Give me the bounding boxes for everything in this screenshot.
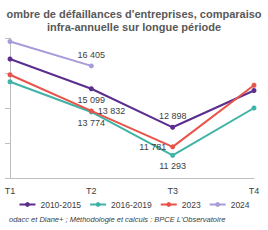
svg-text:T4: T4: [249, 186, 260, 196]
svg-text:16 405: 16 405: [78, 50, 106, 60]
svg-text:infra-annuelle sur longue péri: infra-annuelle sur longue période: [47, 21, 221, 33]
svg-text:T3: T3: [167, 186, 178, 196]
svg-text:2010-2015: 2010-2015: [40, 200, 81, 210]
svg-text:11 293: 11 293: [159, 161, 186, 171]
svg-text:odacc et Diane+ ; Méthodologie: odacc et Diane+ ; Méthodologie et calcul…: [9, 215, 225, 224]
svg-text:12 898: 12 898: [159, 111, 187, 121]
svg-text:13 832: 13 832: [98, 106, 126, 116]
svg-text:2023: 2023: [182, 200, 201, 210]
svg-text:T2: T2: [86, 186, 97, 196]
svg-text:15 099: 15 099: [78, 95, 106, 105]
svg-text:11 781: 11 781: [139, 142, 166, 152]
svg-text:T1: T1: [5, 186, 16, 196]
svg-text:ombre de défaillances d'entrep: ombre de défaillances d'entreprises, com…: [6, 8, 261, 20]
svg-text:13 774: 13 774: [78, 118, 106, 128]
svg-text:2024: 2024: [231, 200, 250, 210]
svg-text:2016-2019: 2016-2019: [111, 200, 152, 210]
